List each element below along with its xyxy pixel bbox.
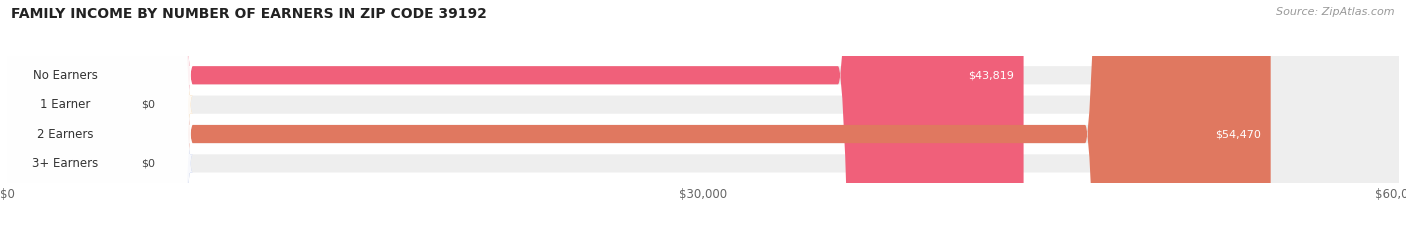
FancyBboxPatch shape [7,0,1024,234]
Text: 2 Earners: 2 Earners [37,128,93,141]
FancyBboxPatch shape [7,0,1271,234]
FancyBboxPatch shape [0,0,193,234]
Text: 1 Earner: 1 Earner [39,98,90,111]
FancyBboxPatch shape [0,0,193,234]
FancyBboxPatch shape [0,0,193,234]
Text: Source: ZipAtlas.com: Source: ZipAtlas.com [1277,7,1395,17]
Text: $54,470: $54,470 [1216,129,1261,139]
FancyBboxPatch shape [7,0,1399,234]
FancyBboxPatch shape [0,0,193,234]
Text: FAMILY INCOME BY NUMBER OF EARNERS IN ZIP CODE 39192: FAMILY INCOME BY NUMBER OF EARNERS IN ZI… [11,7,486,21]
FancyBboxPatch shape [0,0,193,234]
Text: No Earners: No Earners [32,69,97,82]
Text: $0: $0 [142,158,156,168]
Text: 3+ Earners: 3+ Earners [32,157,98,170]
Text: $43,819: $43,819 [969,70,1014,80]
FancyBboxPatch shape [7,0,1399,234]
FancyBboxPatch shape [7,0,1399,234]
FancyBboxPatch shape [7,0,1399,234]
FancyBboxPatch shape [0,0,193,234]
Text: $0: $0 [142,100,156,110]
